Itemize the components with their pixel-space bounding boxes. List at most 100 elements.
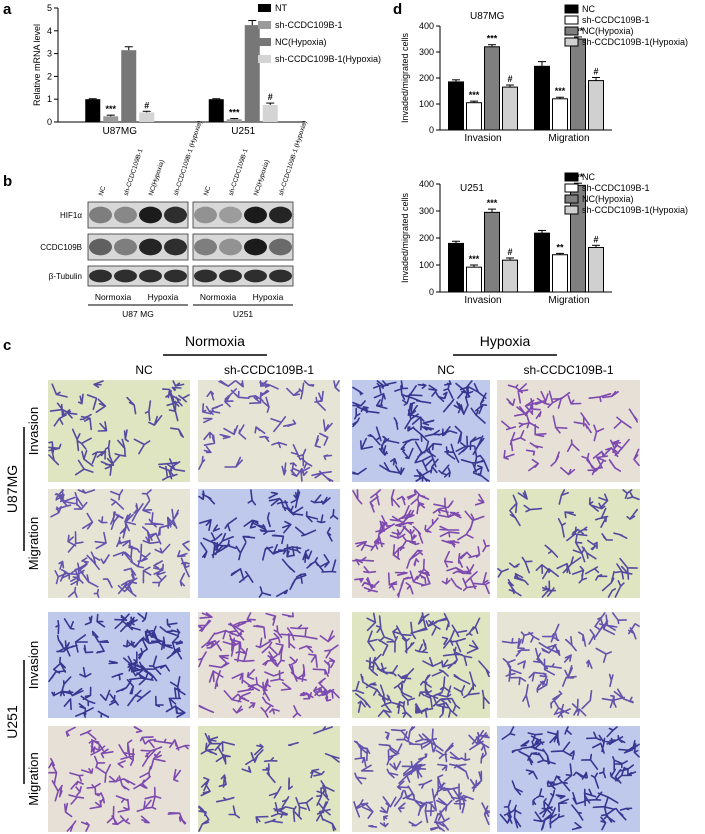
legend-swatch: [258, 21, 271, 29]
blot-band: [164, 238, 187, 256]
chart-title: U87MG: [470, 11, 505, 22]
legend-swatch: [564, 205, 579, 215]
blot-row-label: HIF1α: [60, 211, 82, 220]
assay-label: Migration: [26, 752, 41, 805]
cell-stain: [353, 726, 490, 832]
micrograph-background: [352, 612, 490, 718]
bar: [552, 254, 568, 293]
assay-label: Invasion: [26, 407, 41, 455]
error-bar: [592, 244, 600, 248]
error-bar: [230, 118, 239, 120]
error-bar: [452, 240, 460, 244]
bar: [484, 46, 500, 131]
y-axis-label: Invaded/migrated cells: [400, 192, 410, 283]
blot-band: [219, 269, 242, 283]
blot-band: [114, 238, 137, 256]
y-tick-label: 3: [47, 49, 52, 59]
legend-swatch: [564, 183, 579, 193]
bar: [139, 112, 155, 122]
legend-label: NC: [582, 4, 595, 14]
legend-label: NC(Hypoxia): [275, 37, 327, 47]
y-tick-label: 400: [419, 179, 434, 189]
blot-membrane: [87, 265, 189, 287]
micrograph: [352, 380, 490, 482]
blot-band: [89, 269, 112, 283]
y-tick-label: 100: [419, 99, 434, 109]
blot-band: [139, 269, 162, 283]
panel-label: b: [3, 173, 12, 190]
cell-stain: [48, 380, 190, 481]
micrograph: [497, 489, 640, 598]
error-bar: [266, 102, 275, 105]
micrograph-background: [198, 489, 340, 598]
x-tick-label: U87MG: [103, 126, 138, 137]
blot-band: [164, 206, 187, 224]
blot-row-label: β-Tubulin: [49, 272, 82, 281]
blot-band: [244, 269, 267, 283]
micrograph: [352, 489, 490, 598]
error-bar: [506, 257, 514, 261]
cell-stain: [48, 612, 186, 718]
y-tick-label: 2: [47, 71, 52, 81]
bar: [502, 86, 518, 131]
legend-label: sh-CCDC109B-1: [582, 183, 650, 193]
significance-mark: ***: [229, 108, 240, 118]
legend-swatch: [258, 4, 271, 12]
y-tick-label: 1: [47, 94, 52, 104]
cell-stain: [198, 726, 340, 832]
panel-label: d: [393, 1, 402, 18]
column-header: sh-CCDC109B-1: [224, 363, 314, 377]
legend-label: NT: [275, 3, 287, 13]
error-bar: [506, 84, 514, 88]
significance-mark: #: [507, 74, 512, 84]
y-tick-label: 5: [47, 3, 52, 13]
bar: [226, 119, 242, 122]
bar: [484, 211, 500, 293]
micrograph: [48, 726, 190, 832]
panel-label: a: [3, 1, 12, 18]
bar: [466, 102, 482, 131]
bar: [552, 98, 568, 131]
micrograph: [352, 726, 490, 832]
blot-band: [269, 269, 292, 283]
legend-label: sh-CCDC109B-1: [275, 20, 343, 30]
bar: [588, 246, 604, 293]
bar: [448, 81, 464, 131]
legend-swatch: [258, 55, 271, 63]
y-axis-label: Invaded/migrated cells: [400, 32, 410, 123]
error-bar: [106, 114, 115, 117]
bar: [466, 266, 482, 293]
blot-lane-label: NC: [98, 185, 108, 196]
panel-label: c: [3, 337, 11, 354]
blot-band: [139, 238, 162, 256]
blot-band: [219, 206, 242, 224]
legend-swatch: [258, 38, 271, 46]
legend-swatch: [564, 15, 579, 25]
significance-mark: #: [507, 247, 512, 257]
blot-cell-line-label: U251: [233, 309, 254, 319]
micrograph: [198, 612, 340, 718]
blot-band: [139, 206, 162, 224]
micrograph-background: [352, 726, 490, 832]
bar: [85, 99, 101, 122]
micrograph: [497, 726, 640, 832]
bar: [208, 99, 224, 122]
micrograph-background: [497, 612, 640, 718]
x-tick-label: U251: [231, 126, 255, 137]
column-header: sh-CCDC109B-1: [523, 363, 613, 377]
blot-band: [269, 238, 292, 256]
error-bar: [538, 229, 546, 234]
significance-mark: #: [144, 100, 149, 110]
significance-mark: **: [556, 242, 564, 252]
blot-cell-line-label: U87 MG: [122, 309, 154, 319]
cell-stain: [50, 489, 190, 598]
cell-stain: [352, 489, 490, 598]
y-tick-label: 300: [419, 206, 434, 216]
error-bar: [488, 208, 496, 213]
blot-condition-label: Normoxia: [200, 292, 237, 302]
significance-mark: ***: [469, 254, 480, 264]
cell-stain: [352, 380, 490, 482]
bar: [570, 38, 586, 131]
legend-label: NC(Hypoxia): [582, 194, 634, 204]
